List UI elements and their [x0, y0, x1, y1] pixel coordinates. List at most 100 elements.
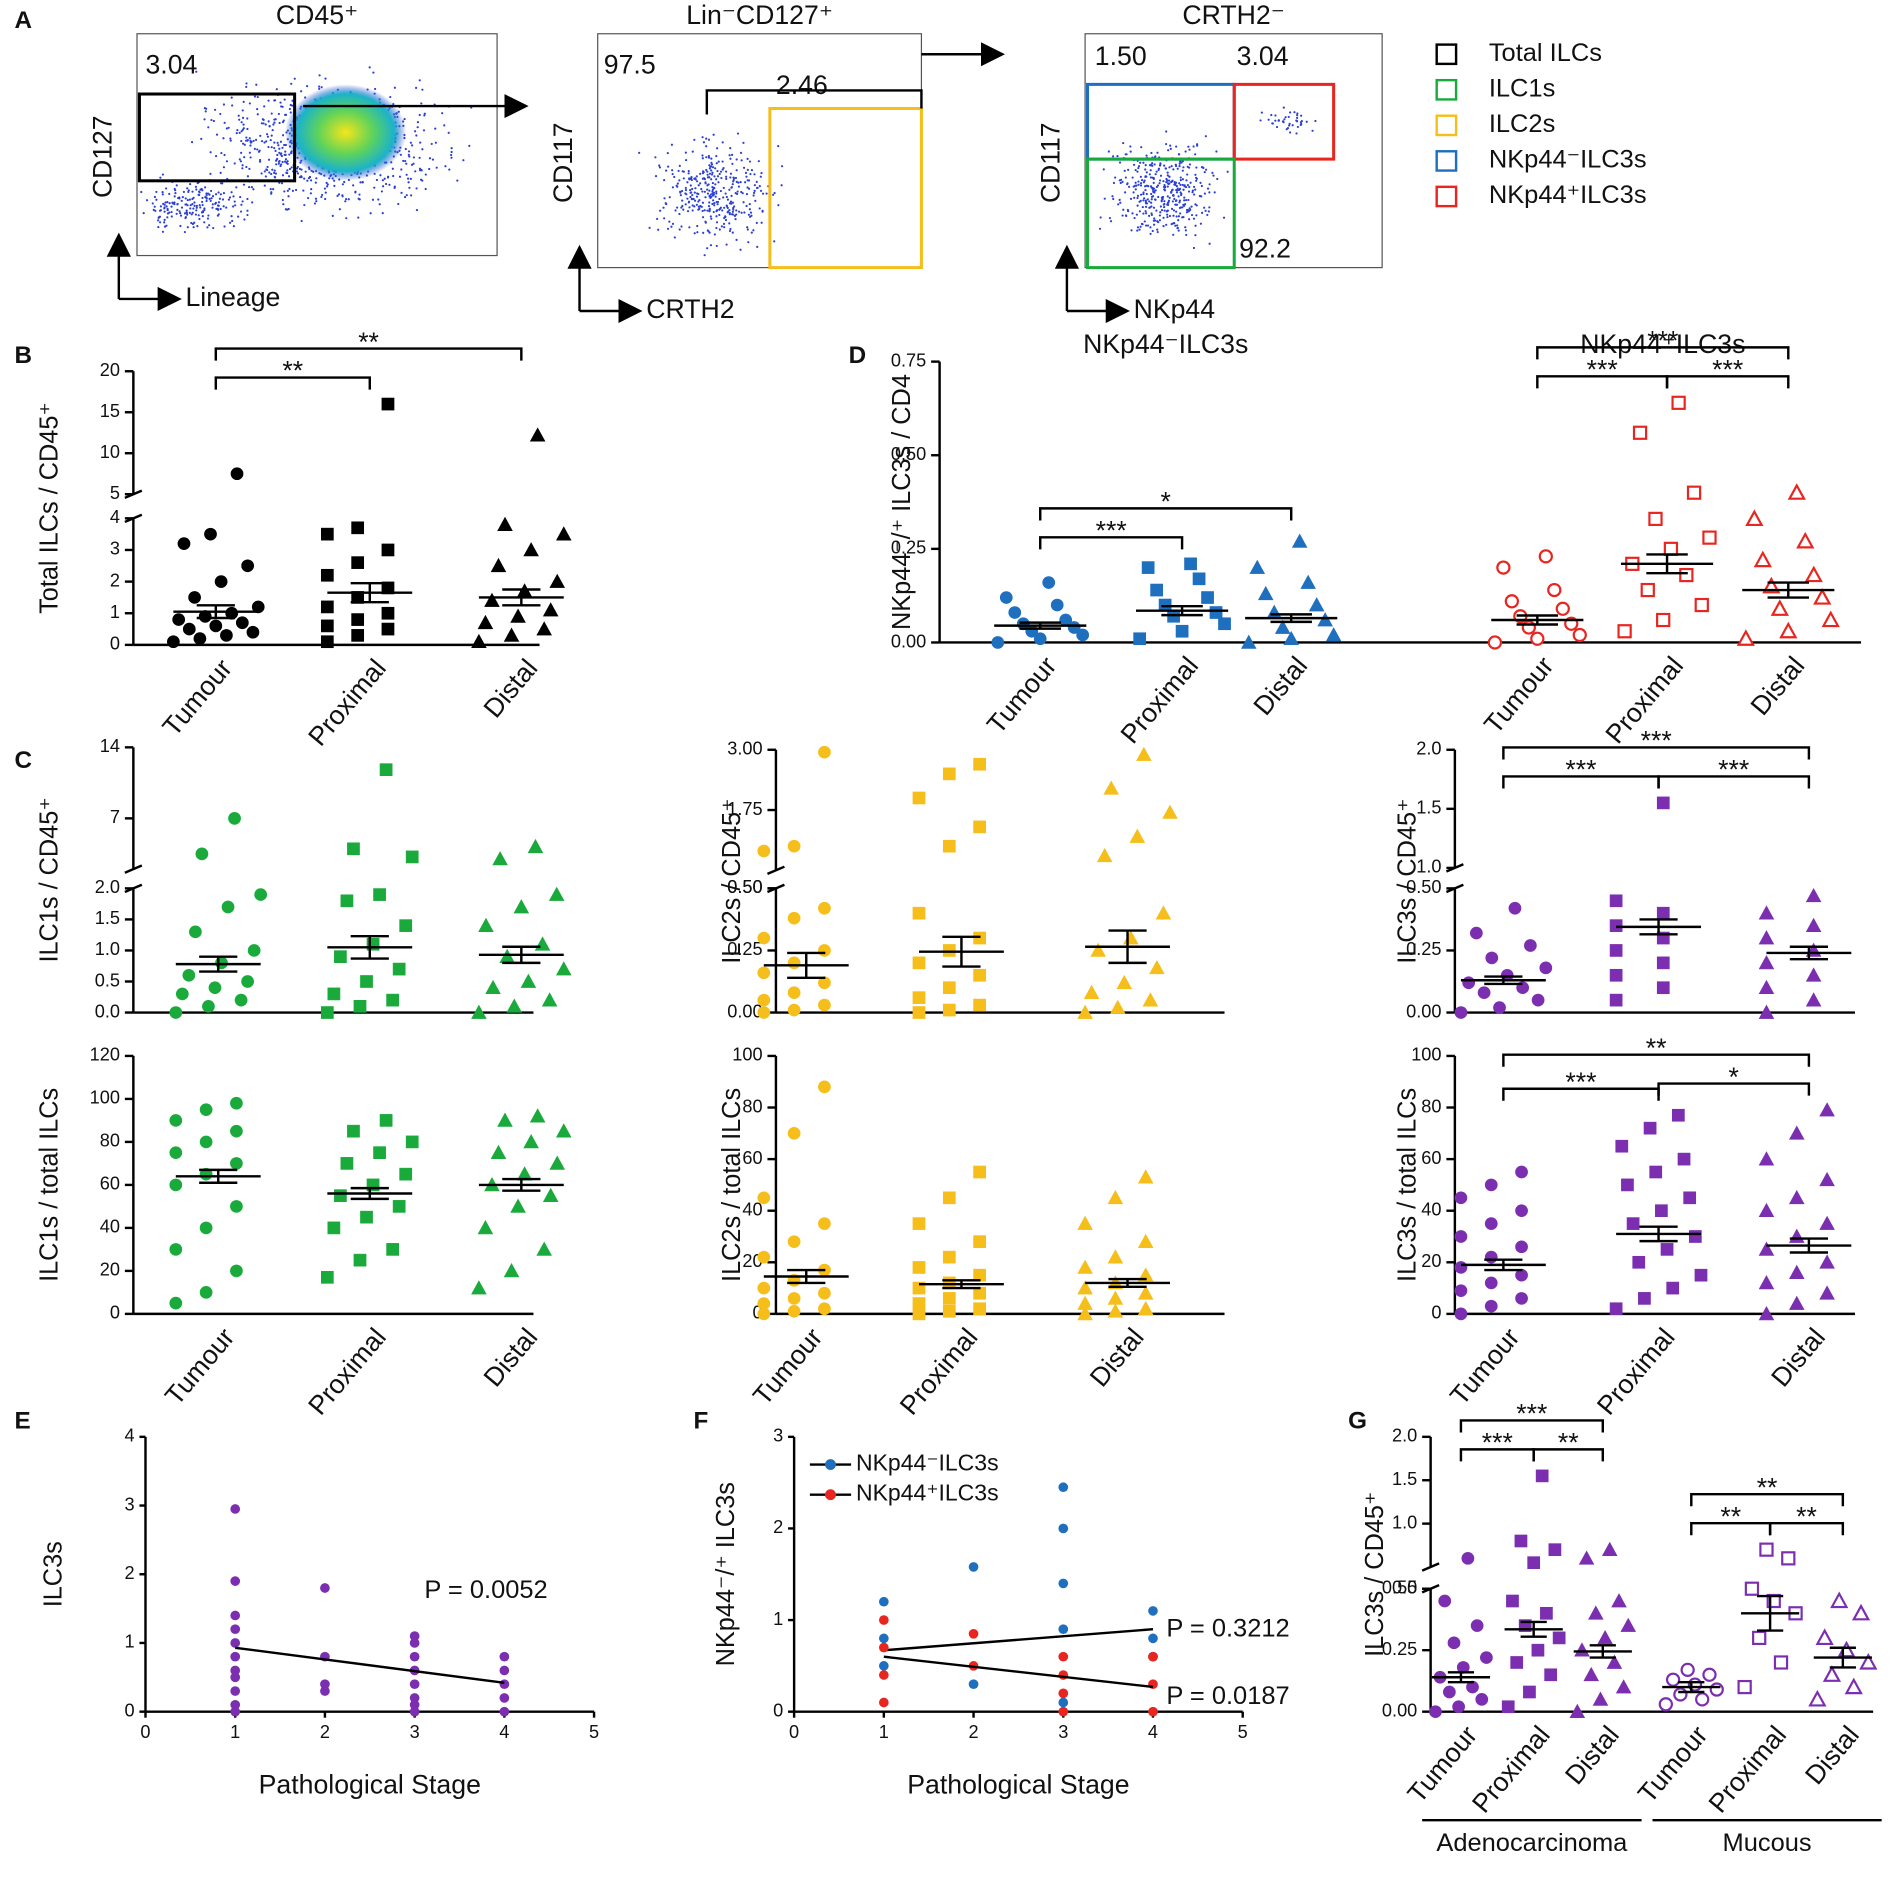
event-dot	[154, 209, 157, 212]
event-dot	[718, 172, 721, 176]
y-tick-label: 0.50	[1406, 877, 1441, 897]
event-dot	[277, 112, 280, 115]
event-dot	[1194, 203, 1197, 206]
event-dot	[1129, 197, 1133, 200]
legend-label: NKp44⁻ILC3s	[856, 1450, 999, 1476]
data-point	[529, 427, 546, 442]
data-point	[1058, 1523, 1069, 1534]
event-dot	[428, 167, 431, 171]
gate-outline	[705, 89, 923, 115]
data-point	[1133, 632, 1147, 646]
event-dot	[673, 175, 676, 179]
event-dot	[705, 156, 708, 159]
event-dot	[300, 90, 303, 93]
event-dot	[245, 136, 248, 139]
event-dot	[730, 186, 733, 189]
event-dot	[189, 204, 192, 207]
event-dot	[676, 185, 679, 188]
data-point	[787, 911, 801, 925]
event-dot	[323, 187, 327, 190]
y-tick-label: 40	[742, 1200, 762, 1220]
event-dot	[1131, 176, 1134, 179]
data-point	[1470, 1619, 1484, 1632]
data-point	[1665, 1672, 1681, 1687]
event-dot	[678, 179, 681, 182]
y-tick-label: 3.00	[727, 739, 762, 759]
data-point	[1770, 599, 1789, 616]
event-dot	[708, 189, 711, 192]
event-dot	[657, 228, 660, 231]
event-dot	[304, 170, 307, 173]
data-point	[912, 1297, 926, 1310]
data-point	[1496, 560, 1511, 575]
x-tick-label: 0	[140, 1722, 150, 1742]
legend-swatch	[1435, 43, 1458, 66]
data-point	[1758, 1202, 1775, 1218]
event-dot	[232, 225, 235, 228]
event-dot	[1168, 166, 1171, 169]
event-dot	[288, 107, 291, 111]
event-dot	[158, 215, 162, 218]
event-dot	[735, 238, 738, 241]
event-dot	[213, 108, 217, 111]
y-tick-label: 0.00	[727, 1001, 762, 1021]
group-title: NKp44⁻ILC3s	[1083, 329, 1248, 359]
y-tick-label: 1	[110, 602, 120, 622]
event-dot	[242, 127, 245, 130]
data-point	[320, 527, 334, 541]
data-point	[878, 1670, 889, 1680]
y-axis-label: ILC3s / CD45⁺	[1393, 799, 1421, 964]
event-dot	[678, 212, 681, 216]
event-dot	[251, 201, 254, 204]
event-dot	[219, 171, 222, 174]
data-point	[510, 608, 526, 623]
data-point	[1548, 1543, 1562, 1556]
data-point	[471, 1004, 487, 1019]
event-dot	[201, 189, 204, 192]
data-point	[503, 627, 520, 642]
event-dot	[1175, 199, 1178, 202]
event-dot	[241, 109, 244, 112]
data-point	[1535, 1469, 1549, 1483]
event-dot	[275, 163, 278, 166]
event-dot	[248, 185, 251, 189]
event-dot	[303, 177, 306, 180]
data-point	[230, 1638, 241, 1648]
y-tick-label: 15	[100, 401, 120, 421]
data-point	[506, 998, 523, 1013]
event-dot	[1139, 225, 1142, 228]
data-point	[1291, 533, 1308, 548]
data-point	[529, 1108, 546, 1123]
event-dot	[686, 181, 689, 184]
data-point	[1058, 1624, 1069, 1635]
y-tick-label: 2.0	[95, 877, 120, 897]
event-dot	[205, 197, 208, 200]
event-dot	[263, 184, 266, 187]
event-dot	[1176, 224, 1179, 227]
data-point	[1506, 1594, 1519, 1608]
data-point	[787, 1126, 801, 1140]
event-dot	[711, 182, 714, 185]
event-dot	[729, 172, 733, 175]
event-dot	[1168, 175, 1171, 178]
event-dot	[1174, 182, 1177, 185]
event-dot	[450, 156, 453, 159]
event-dot	[714, 183, 717, 186]
y-tick-label: 60	[742, 1148, 762, 1168]
event-dot	[338, 208, 341, 211]
data-point	[1788, 1125, 1805, 1140]
event-dot	[708, 195, 711, 198]
event-dot	[186, 213, 189, 216]
data-point	[1107, 1290, 1124, 1305]
event-dot	[701, 170, 705, 173]
event-dot	[1124, 214, 1128, 217]
event-dot	[290, 82, 293, 85]
event-dot	[732, 213, 735, 216]
event-dot	[1151, 164, 1154, 167]
data-point	[1142, 992, 1159, 1007]
event-dot	[1150, 205, 1153, 208]
event-dot	[444, 165, 447, 168]
event-dot	[1151, 195, 1155, 198]
event-dot	[274, 172, 278, 175]
event-dot	[1208, 191, 1211, 194]
